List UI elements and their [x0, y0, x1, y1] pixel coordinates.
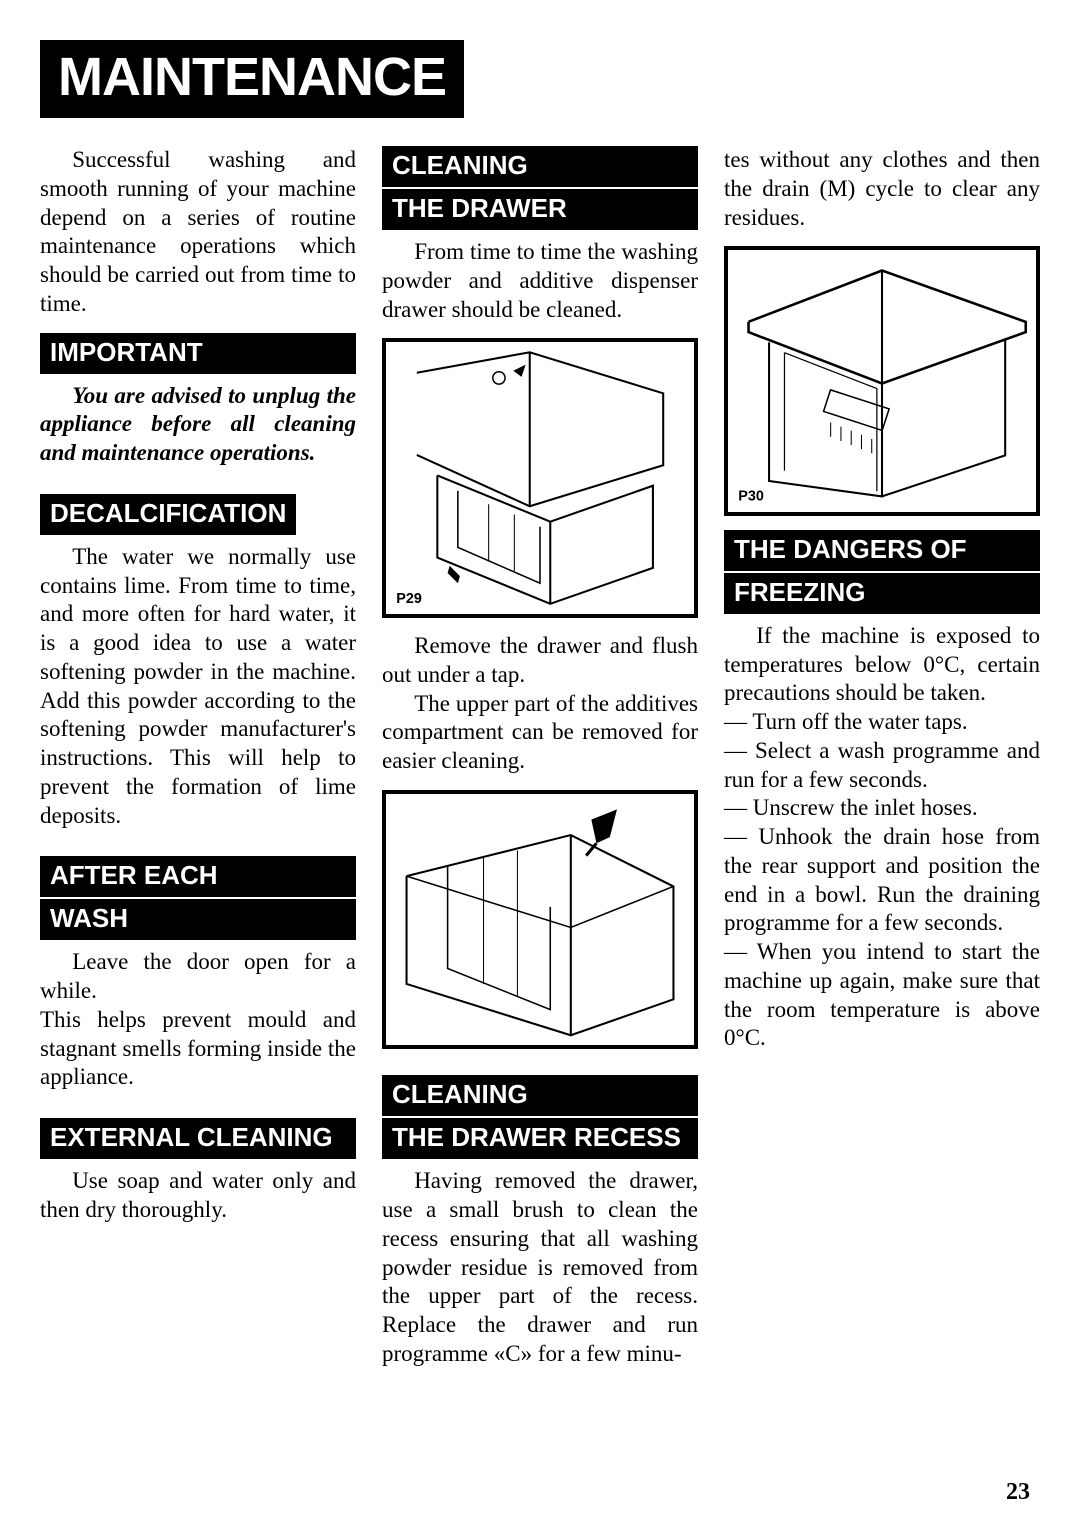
after-each-wash-block: AFTER EACH WASH Leave the door open for …	[40, 856, 356, 1092]
decalcification-block: DECALCIFICATION The water we normally us…	[40, 494, 356, 831]
figure-p29-label: P29	[396, 591, 422, 607]
important-text: You are advised to unplug the appliance …	[40, 382, 356, 468]
dangers-header-2: FREEZING	[724, 573, 1040, 614]
cleaning-drawer-header-stack: CLEANING THE DRAWER	[382, 146, 698, 230]
cleaning-recess-header-1: CLEANING	[382, 1075, 698, 1116]
column-3: tes without any clothes and then the dra…	[724, 146, 1040, 1395]
after-each-text-1: Leave the door open for a while.	[40, 948, 356, 1006]
dangers-text-4: — Unscrew the inlet hoses.	[724, 794, 1040, 823]
external-text: Use soap and water only and then dry tho…	[40, 1167, 356, 1225]
dangers-text-1: If the machine is exposed to temperature…	[724, 622, 1040, 708]
dangers-text-2: — Turn off the water taps.	[724, 708, 1040, 737]
cleaning-drawer-text-3: The upper part of the additives compartm…	[382, 690, 698, 776]
recess-brush-illustration: P30	[728, 250, 1036, 507]
cleaning-drawer-text-2: Remove the drawer and flush out under a …	[382, 632, 698, 690]
page-number: 23	[1006, 1479, 1030, 1506]
external-cleaning-block: EXTERNAL CLEANING Use soap and water onl…	[40, 1118, 356, 1225]
after-each-header-1: AFTER EACH	[40, 856, 356, 897]
important-block: IMPORTANT You are advised to unplug the …	[40, 333, 356, 468]
after-each-text-2: This helps prevent mould and stagnant sm…	[40, 1006, 356, 1092]
cleaning-recess-block: CLEANING THE DRAWER RECESS Having remove…	[382, 1075, 698, 1368]
dangers-text-3: — Select a wash programme and run for a …	[724, 737, 1040, 795]
cleaning-recess-header-2: THE DRAWER RECESS	[382, 1118, 698, 1159]
decalcification-text: The water we normally use contains lime.…	[40, 543, 356, 831]
cleaning-recess-header-stack: CLEANING THE DRAWER RECESS	[382, 1075, 698, 1159]
drawer-compartment-illustration	[386, 794, 694, 1040]
continuation-text: tes without any clothes and then the dra…	[724, 146, 1040, 232]
page-title: MAINTENANCE	[40, 40, 464, 118]
intro-text: Successful washing and smooth running of…	[40, 146, 356, 319]
figure-p30-label: P30	[738, 489, 764, 505]
column-1: Successful washing and smooth running of…	[40, 146, 356, 1395]
cleaning-drawer-block: CLEANING THE DRAWER From time to time th…	[382, 146, 698, 1049]
important-header: IMPORTANT	[40, 333, 356, 374]
cleaning-drawer-header-2: THE DRAWER	[382, 189, 698, 230]
column-2: CLEANING THE DRAWER From time to time th…	[382, 146, 698, 1395]
drawer-open-illustration: P29	[386, 342, 694, 609]
cleaning-recess-text: Having removed the drawer, use a small b…	[382, 1167, 698, 1368]
after-each-header-2: WASH	[40, 899, 356, 940]
dangers-text-6: — When you intend to start the machine u…	[724, 938, 1040, 1053]
dangers-freezing-block: THE DANGERS OF FREEZING If the machine i…	[724, 530, 1040, 1053]
decalcification-header: DECALCIFICATION	[40, 494, 296, 535]
figure-p30: P30	[724, 246, 1040, 516]
dangers-header-1: THE DANGERS OF	[724, 530, 1040, 571]
after-each-header-stack: AFTER EACH WASH	[40, 856, 356, 940]
figure-p29: P29	[382, 338, 698, 618]
figure-drawer-compartment	[382, 790, 698, 1049]
content-columns: Successful washing and smooth running of…	[40, 146, 1040, 1395]
dangers-text-5: — Unhook the drain hose from the rear su…	[724, 823, 1040, 938]
dangers-header-stack: THE DANGERS OF FREEZING	[724, 530, 1040, 614]
cleaning-drawer-text-1: From time to time the washing powder and…	[382, 238, 698, 324]
external-header: EXTERNAL CLEANING	[40, 1118, 356, 1159]
cleaning-drawer-header-1: CLEANING	[382, 146, 698, 187]
